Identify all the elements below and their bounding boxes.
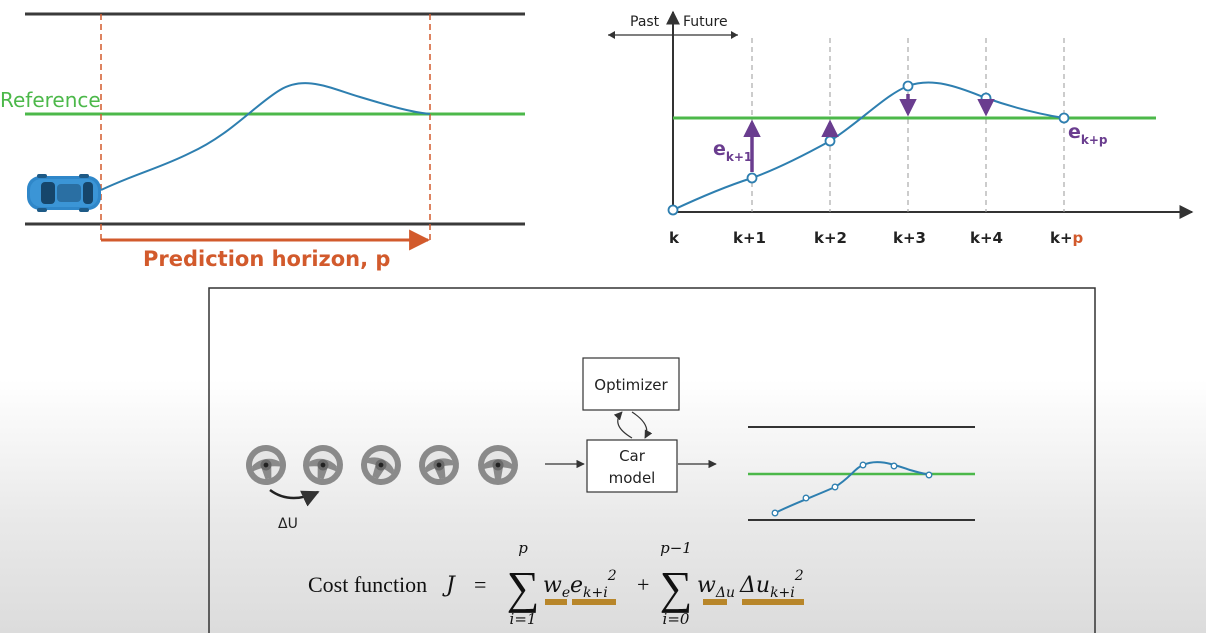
tick-label: k [669,229,680,247]
error-label-first: ek+1 [713,138,752,164]
steering-wheel-icon [242,441,290,489]
past-label: Past [630,14,660,30]
delta-u-label: ΔU [278,516,298,532]
tick-label: k+3 [893,229,926,247]
tick-label: k+1 [733,229,766,247]
weight-du-highlight [703,599,727,605]
optimizer-label: Optimizer [594,376,668,394]
weight-e: we [543,573,570,601]
mini-trajectory-plot [748,426,975,521]
car-model-label-line1: Car [619,447,646,465]
steering-wheel-sequence [242,438,518,492]
tick-label: k+2 [814,229,847,247]
steering-wheel-icon [354,438,408,492]
reference-label: Reference [0,88,101,112]
car-model-label-line2: model [609,469,656,487]
cost-function: Cost function J = p ∑ i=1 we ek+i2 + p−1… [308,539,804,628]
error-label-last: ek+p [1068,121,1108,147]
step-gridlines [751,38,1065,212]
future-label: Future [683,14,728,30]
predicted-trajectory [100,82,431,191]
mpc-panel: ΔU Optimizer Car model [208,287,1096,633]
sum1-upper: p [518,539,528,557]
error-term: ek+i2 [570,568,617,601]
sample-points [667,80,1070,216]
delta-u-term-highlight [742,599,804,605]
feedback-arrow-up [613,411,633,439]
cost-function-prefix: Cost function [308,572,427,597]
delta-u-term: Δuk+i2 [739,568,804,601]
sum1-lower: i=1 [510,610,537,628]
weight-e-highlight [545,599,567,605]
horizon-label: Prediction horizon, p [143,247,390,271]
sum2-upper: p−1 [660,539,692,557]
x-tick-labels: k k+1 k+2 k+3 k+4 k+p [669,229,1084,247]
panel-frame [208,287,1096,633]
sum2-symbol: ∑ [660,562,693,613]
car-model-box [586,439,678,493]
car-icon [27,174,101,212]
sum1-symbol: ∑ [507,562,540,613]
error-term-highlight [572,599,616,605]
sum2-lower: i=0 [663,610,690,628]
plus-sign: + [637,572,649,597]
right-error-diagram: Past Future ek+1 ek+p k [608,10,1194,247]
error-arrows [743,94,995,172]
steering-wheel-icon [414,440,464,490]
optimizer-box [582,357,680,411]
cost-J: J [442,573,456,598]
tick-label: k+p [1050,229,1084,247]
feedback-arrow-down [631,411,653,439]
output-trajectory [672,81,1065,211]
steering-wheel-icon [299,441,347,489]
tick-label: k+4 [970,229,1003,247]
delta-u-arrow [269,488,320,507]
equals-sign: = [474,572,486,597]
weight-du: wΔu [697,573,735,601]
steering-wheel-icon [478,445,518,485]
left-road-diagram: Reference Prediction horizon, p [0,12,525,271]
